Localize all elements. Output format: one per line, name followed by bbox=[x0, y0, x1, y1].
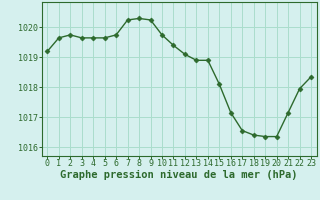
X-axis label: Graphe pression niveau de la mer (hPa): Graphe pression niveau de la mer (hPa) bbox=[60, 170, 298, 180]
